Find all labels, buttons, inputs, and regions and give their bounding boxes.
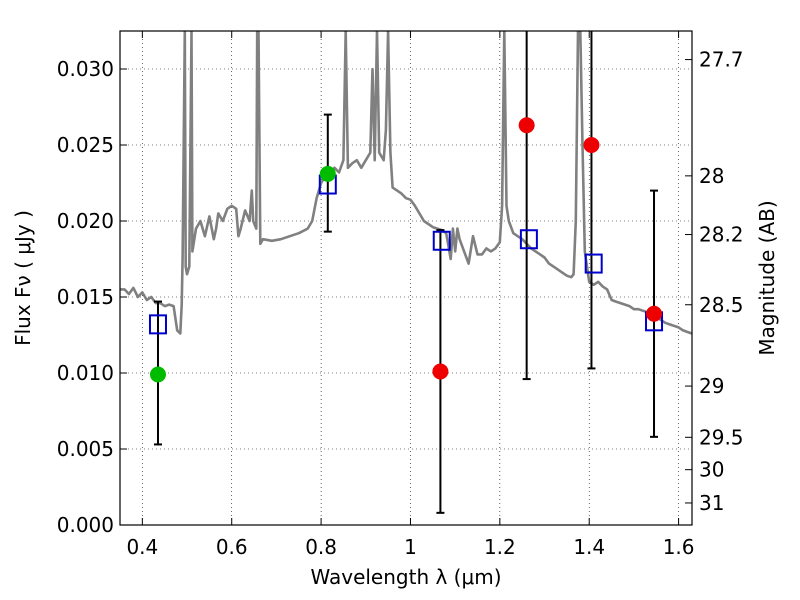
grid (120, 31, 692, 526)
plot-area (120, 31, 692, 514)
y-tick-label: 0.030 (57, 57, 114, 81)
x-tick-label: 0.8 (305, 535, 337, 559)
y-tick-label: 0.020 (57, 209, 114, 233)
y-tick-label: 0.010 (57, 361, 114, 385)
model-photometry-box (519, 229, 538, 250)
y-tick-label: 0.005 (57, 437, 114, 461)
spectrum-line (120, 31, 692, 335)
x-tick-label: 1.6 (663, 535, 695, 559)
detection-point (149, 366, 166, 383)
y-right-tick-label: 28 (699, 164, 724, 188)
x-tick-label: 0.4 (126, 535, 158, 559)
x-tick-label: 1.2 (484, 535, 516, 559)
y-right-tick-label: 27.7 (699, 48, 744, 72)
y-right-tick-label: 30 (699, 458, 724, 482)
y-tick-label: 0.025 (57, 133, 114, 157)
y-right-tick-label: 29.5 (699, 425, 744, 449)
y-right-tick-label: 31 (699, 491, 724, 515)
nondetection-point (432, 363, 449, 380)
x-tick-label: 1.4 (573, 535, 605, 559)
plot-frame (119, 30, 693, 526)
model-photometry-box (432, 230, 451, 251)
x-tick-label: 1 (404, 535, 417, 559)
y-axis-right-label: Magnitude (AB) (755, 200, 779, 355)
y-right-tick-label: 29 (699, 374, 724, 398)
y-right-tick-label: 28.5 (699, 293, 744, 317)
nondetection-point (583, 137, 600, 153)
model-photometry-box (148, 314, 167, 335)
nondetection-point (646, 305, 663, 322)
axis-ticks: 0.4 0.6 0.8 1 1.2 1.4 1.6 0.000 0.005 0.010 0.015 0… (57, 31, 744, 559)
x-axis-label: Wavelength λ (μm) (310, 565, 501, 589)
model-photometry-box (584, 253, 603, 274)
y-axis-label: Flux Fν ( μJy ) (11, 210, 35, 346)
y-tick-label: 0.000 (57, 513, 114, 537)
x-tick-label: 0.6 (216, 535, 248, 559)
nondetection-point (518, 117, 535, 134)
y-tick-label: 0.015 (57, 285, 114, 309)
y-right-tick-label: 28.2 (699, 223, 744, 247)
detection-point (319, 165, 336, 182)
